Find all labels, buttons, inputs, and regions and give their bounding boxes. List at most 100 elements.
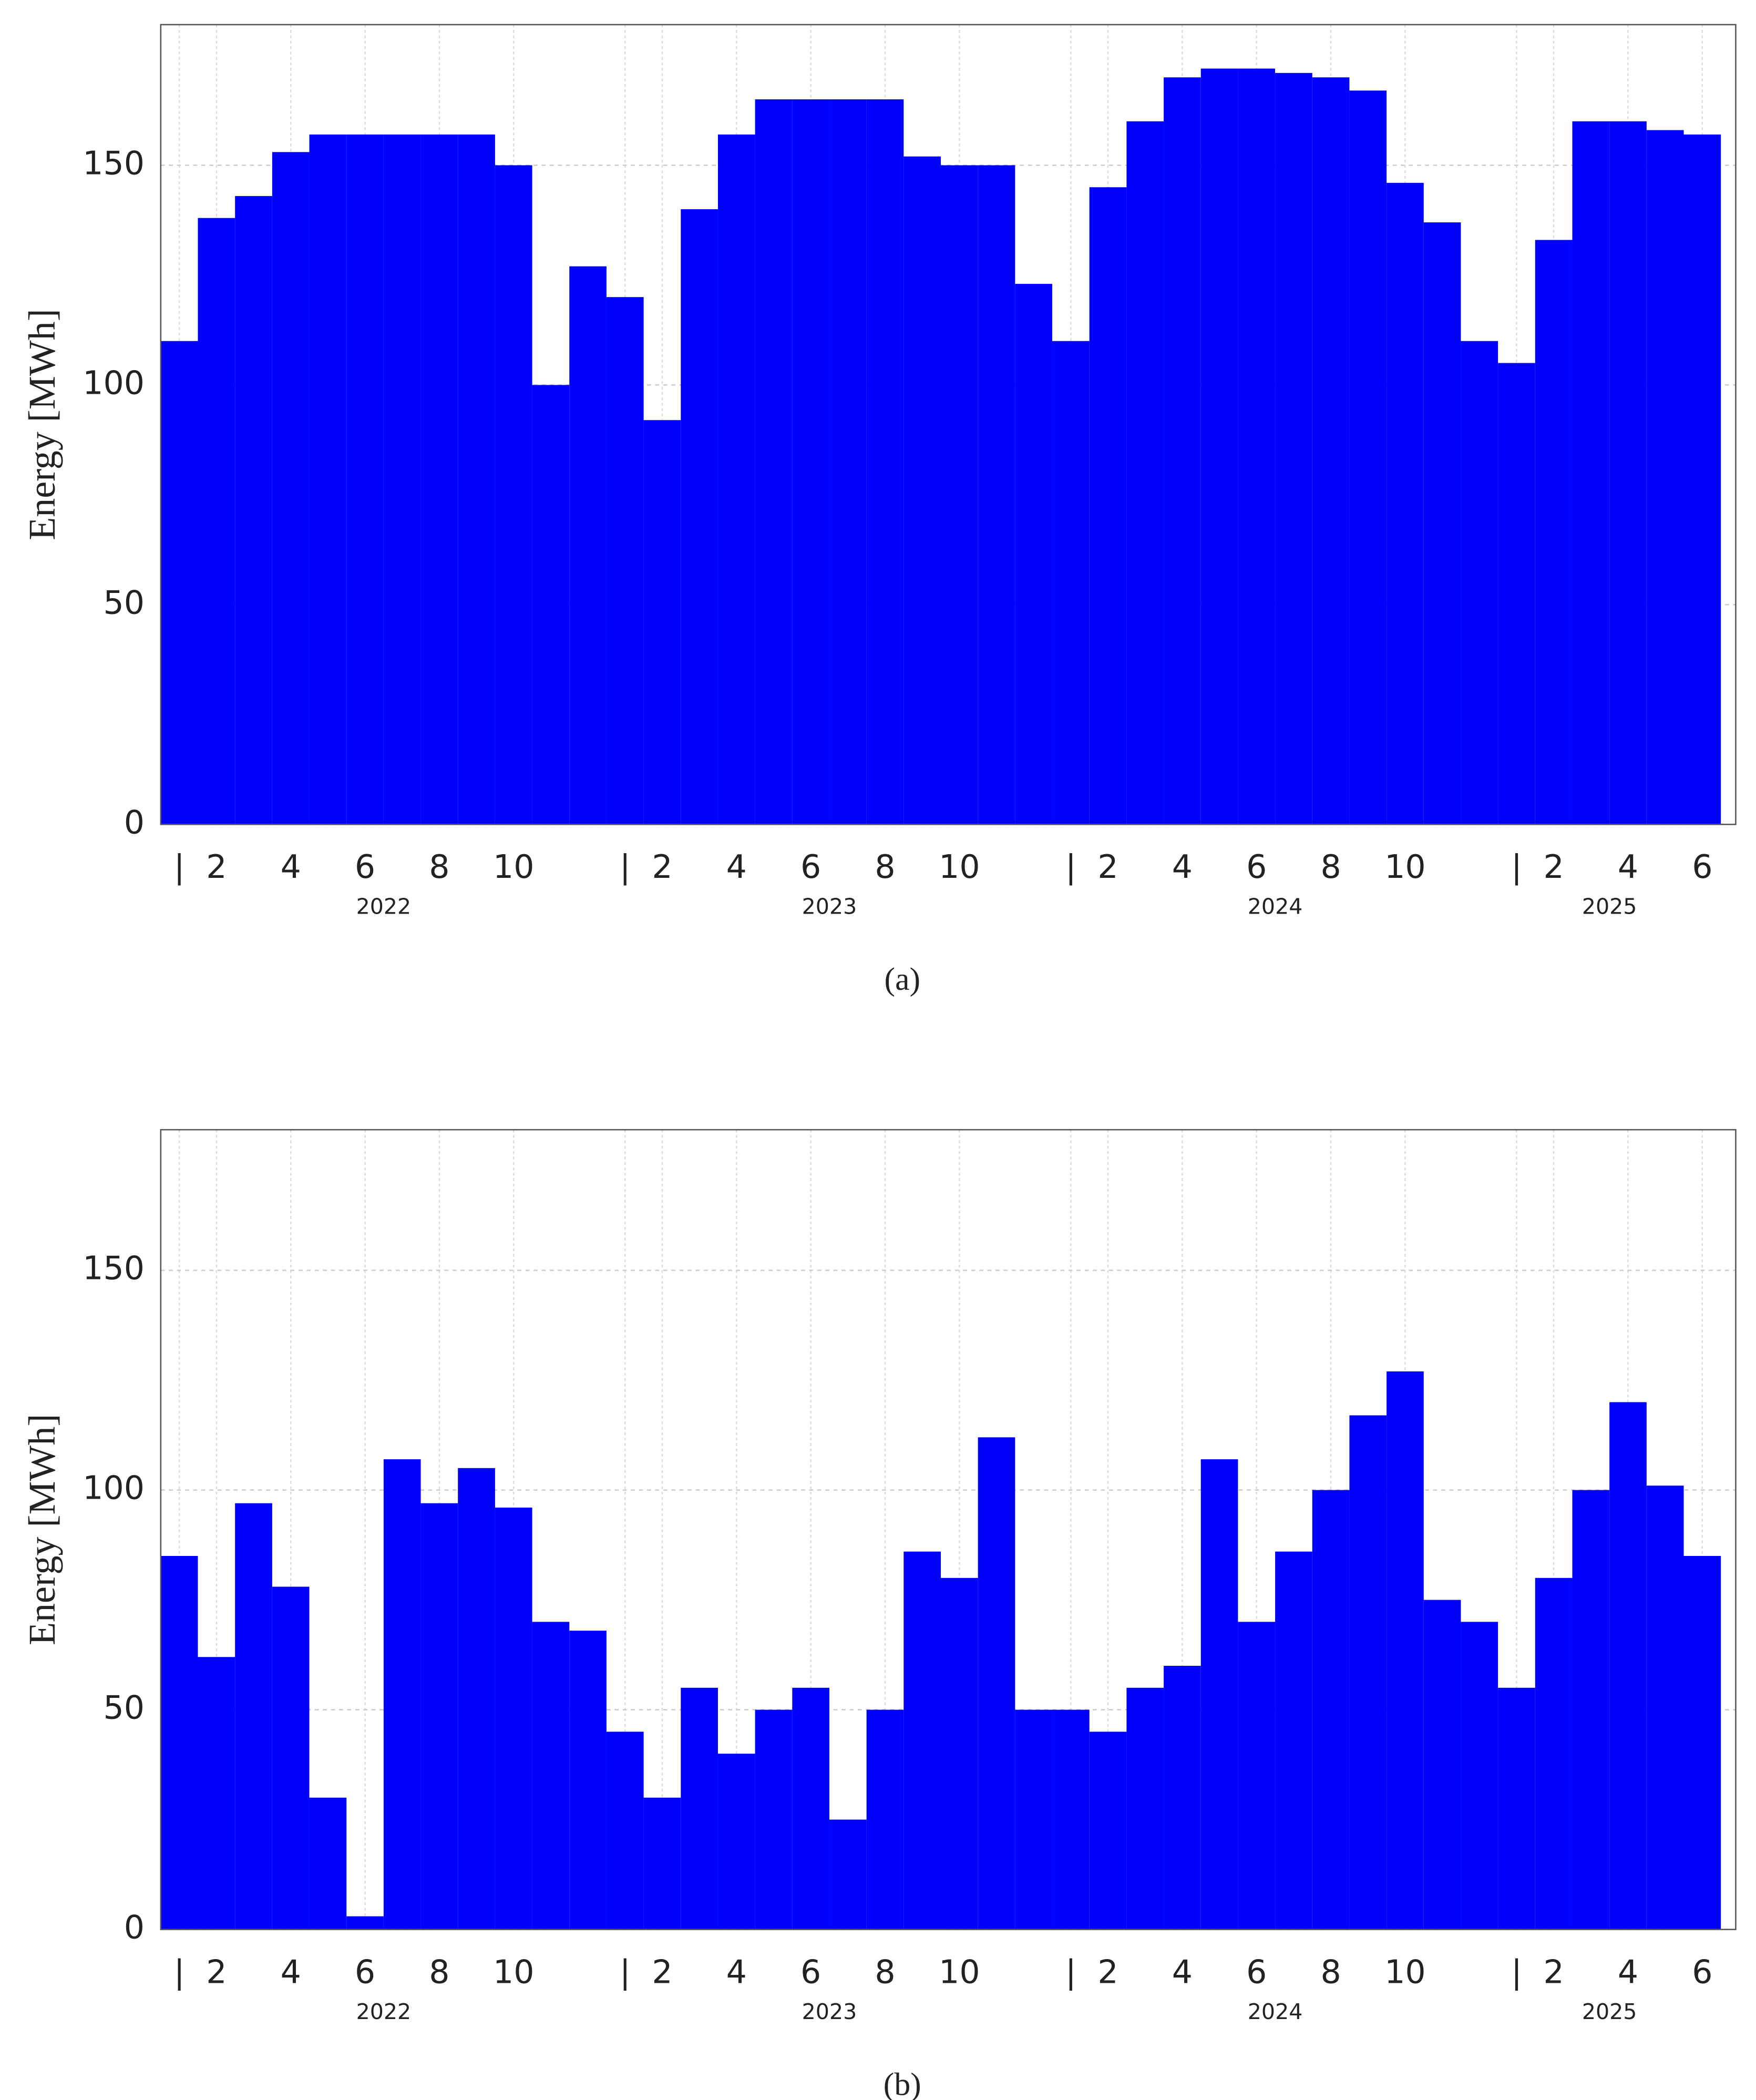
x-tick-label: 6 [355, 848, 375, 886]
bar [1126, 1687, 1164, 1930]
plot-frame [160, 24, 1737, 825]
bar [309, 1797, 347, 1930]
bar [1052, 1709, 1090, 1930]
x-tick-label: 8 [1320, 848, 1341, 886]
x-tick-label: 4 [281, 1953, 301, 1991]
x-tick-label: 8 [1320, 1953, 1341, 1991]
bar [569, 266, 607, 825]
bar [160, 1556, 198, 1930]
bar [1238, 68, 1276, 825]
bar [1089, 187, 1127, 825]
x-tick-label: 10 [1384, 848, 1425, 886]
bar [420, 134, 458, 825]
bar [1349, 1415, 1387, 1930]
year-label: 2023 [802, 894, 857, 919]
x-tick-label: | [1511, 848, 1522, 886]
x-tick-label: | [1511, 1953, 1522, 1991]
bar [198, 218, 235, 825]
year-label: 2024 [1248, 1999, 1303, 2024]
bar [272, 152, 310, 825]
bar [532, 1622, 570, 1930]
bar [1200, 68, 1238, 825]
bar [829, 1819, 867, 1930]
caption: (b) [884, 2066, 921, 2100]
bar [383, 1459, 421, 1930]
y-axis-label: Energy [MWh] [21, 1414, 63, 1645]
y-tick-label: 150 [83, 1249, 145, 1287]
bar [1498, 363, 1535, 825]
bar [1387, 182, 1424, 825]
x-tick-label: 10 [1384, 1953, 1425, 1991]
bar [1572, 121, 1610, 825]
x-tick-label: 8 [429, 1953, 449, 1991]
x-tick-label: 2 [1544, 1953, 1564, 1991]
x-tick-label: | [1065, 848, 1076, 886]
x-tick-label: 6 [800, 1953, 821, 1991]
bar [569, 1631, 607, 1930]
bar [346, 1916, 384, 1930]
x-tick-label: 6 [355, 1953, 375, 1991]
x-tick-label: 4 [281, 848, 301, 886]
bar [1572, 1490, 1610, 1930]
bar [235, 196, 272, 825]
bar [495, 1508, 532, 1930]
x-tick-label: 2 [652, 848, 672, 886]
bar [532, 385, 570, 825]
bar [458, 134, 495, 825]
x-tick-label: 4 [726, 848, 747, 886]
bar [1164, 77, 1201, 825]
y-tick-label: 100 [83, 364, 145, 402]
x-tick-label: 2 [206, 1953, 227, 1991]
bar [681, 209, 718, 825]
bar [606, 1732, 644, 1930]
bar [1683, 1556, 1721, 1930]
x-tick-label: 8 [429, 848, 449, 886]
bar [1015, 1709, 1053, 1930]
bar [1461, 1622, 1498, 1930]
x-tick-label: | [1065, 1953, 1076, 1991]
bar [1535, 240, 1573, 825]
year-label: 2025 [1582, 894, 1637, 919]
x-tick-label: 4 [1172, 848, 1193, 886]
bar [235, 1503, 272, 1930]
caption: (a) [885, 961, 920, 997]
y-tick-label: 50 [104, 1689, 145, 1727]
bar [903, 1551, 941, 1930]
year-label: 2022 [356, 894, 412, 919]
bar [346, 134, 384, 825]
year-label: 2022 [356, 1999, 412, 2024]
bar [1164, 1665, 1201, 1930]
bar [420, 1503, 458, 1930]
bar [903, 156, 941, 825]
bar [1387, 1371, 1424, 1930]
x-tick-label: 4 [1618, 848, 1638, 886]
bar [1535, 1577, 1573, 1930]
bar [1089, 1732, 1127, 1930]
bar [1015, 284, 1053, 825]
x-tick-label: | [620, 1953, 631, 1991]
y-tick-label: 0 [124, 1909, 145, 1947]
bar [755, 1709, 793, 1930]
bar [1238, 1622, 1276, 1930]
bar [1498, 1687, 1535, 1930]
x-tick-label: 6 [1246, 1953, 1267, 1991]
x-tick-label: | [620, 848, 631, 886]
bar [1683, 134, 1721, 825]
x-tick-label: 8 [875, 1953, 895, 1991]
bar [458, 1468, 495, 1930]
bar [383, 134, 421, 825]
bar [792, 99, 829, 825]
x-tick-label: | [174, 848, 185, 886]
bar [1275, 73, 1312, 825]
bar [1423, 222, 1461, 825]
bar [755, 99, 793, 825]
bar [1609, 121, 1647, 825]
x-tick-label: 2 [652, 1953, 672, 1991]
bar [1609, 1402, 1647, 1930]
bar [606, 297, 644, 825]
x-tick-label: 6 [1246, 848, 1267, 886]
year-label: 2023 [802, 1999, 857, 2024]
x-tick-label: 4 [726, 1953, 747, 1991]
x-tick-label: 10 [939, 848, 980, 886]
bar [792, 1687, 829, 1930]
